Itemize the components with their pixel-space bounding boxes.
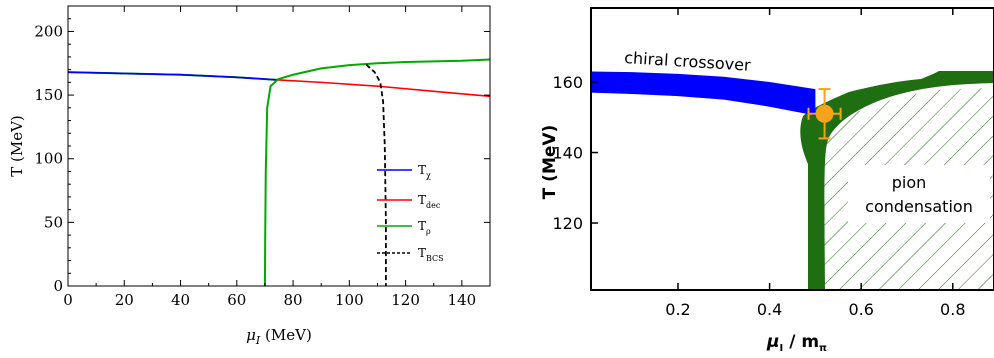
pion-label-line2: condensation: [865, 197, 973, 216]
right-x-tick-label: 0.8: [940, 300, 965, 319]
series-line-χ: [68, 71, 277, 81]
series-t-rho-lower-branch: [263, 79, 279, 286]
left-x-tick-label: 60: [227, 291, 246, 309]
pion-label-line1: pion: [892, 173, 927, 192]
pion-condensation-boundary-band: [800, 71, 994, 290]
left-y-tick-label: 200: [34, 22, 63, 40]
legend-label: Tρ: [418, 219, 431, 236]
legend-label: Tχ: [418, 163, 431, 180]
right-chart: 0.2 0.4 0.6 0.8 120 140 160 chiral crossover p…: [540, 7, 994, 354]
right-x-tick-label: 0.2: [665, 300, 690, 319]
left-x-tick-label: 40: [171, 291, 190, 309]
left-x-tick-label: 100: [335, 291, 364, 309]
left-x-tick-label: 80: [284, 291, 303, 309]
right-y-axis-label: T (MeV): [540, 125, 560, 200]
pion-label-background: [848, 165, 990, 223]
left-y-tick-label: 0: [53, 277, 63, 295]
left-y-axis-label: T (MeV): [8, 115, 26, 177]
left-y-tick-label: 50: [44, 213, 63, 231]
series-line-BCS: [365, 63, 387, 286]
series-t-rho-line: [68, 58, 490, 81]
right-x-tick-label: 0.6: [848, 300, 873, 319]
left-legend: Tχ Tdec Tρ TBCS: [377, 163, 444, 263]
chiral-crossover-label: chiral crossover: [624, 48, 752, 75]
left-x-tick-label: 20: [115, 291, 134, 309]
right-y-tick-label: 120: [552, 214, 583, 233]
left-chart: 0 20 40 60 80 100 120 140 0 50 100 150 200 T (MeV) μ…: [8, 5, 491, 347]
left-x-axis-label: μI (MeV): [246, 326, 312, 347]
legend-label: Tdec: [418, 193, 441, 210]
experimental-data-point: [815, 104, 834, 123]
left-x-tick-label: 140: [448, 291, 477, 309]
right-x-axis-label: μI / mπ: [766, 332, 827, 354]
left-plot-frame: [67, 5, 491, 287]
left-x-tick-label: 120: [391, 291, 420, 309]
right-x-tick-label: 0.4: [757, 300, 782, 319]
legend-label: TBCS: [418, 246, 444, 263]
right-y-tick-label: 160: [552, 73, 583, 92]
series-line-dec: [68, 71, 490, 98]
chiral-crossover-band: [591, 71, 816, 116]
left-y-tick-label: 150: [34, 86, 63, 104]
right-y-tick-label: 140: [552, 144, 583, 163]
left-y-tick-label: 100: [34, 150, 63, 168]
left-x-tick-label: 0: [63, 291, 73, 309]
right-plot-frame: [590, 7, 994, 291]
